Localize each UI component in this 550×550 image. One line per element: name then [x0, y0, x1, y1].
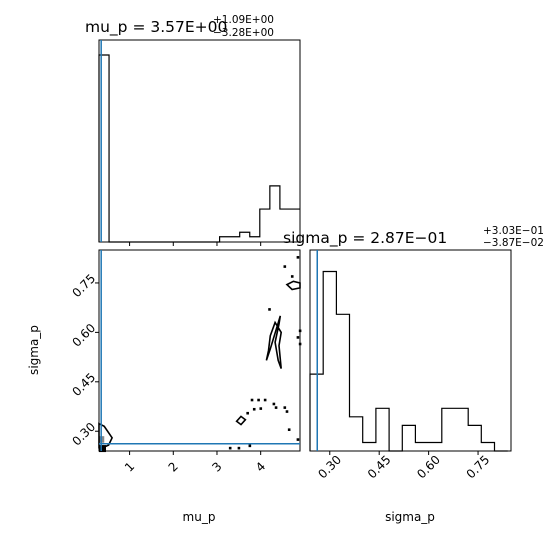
density-speck: [290, 275, 294, 278]
sigma_p-histogram-frame: [309, 249, 512, 452]
mu_p-title-value: 3.57E+00: [150, 18, 227, 36]
sigma_p-title-value: 2.87E−01: [370, 229, 447, 247]
mu_p-tick-label: 3: [209, 459, 224, 474]
density-speck: [263, 398, 267, 402]
sigma_p-tick-label: 0.60: [69, 321, 98, 350]
sigma_p-x-tick-label: 0.45: [365, 453, 394, 482]
contour-line: [265, 315, 283, 369]
contour-frame: [98, 249, 301, 452]
density-speck: [228, 446, 232, 450]
mu_p-tick-label: 1: [122, 459, 137, 474]
contour-line: [98, 422, 114, 449]
density-speck: [298, 329, 302, 333]
mu_p-title-prefix: mu_p =: [85, 18, 150, 37]
contour-marks: [98, 250, 302, 453]
mu_p-histogram-step: [98, 54, 300, 243]
density-speck: [272, 402, 276, 406]
mu_p-axis-label: mu_p: [183, 510, 216, 524]
density-speck: [296, 438, 300, 441]
mu_p-histogram-panel: mu_p = 3.57E+00 +1.09E+00 −3.28E+00: [85, 14, 301, 246]
sigma_p-histogram-ticks: 0.30 0.45 0.60 0.75: [315, 451, 492, 481]
sigma_p-title-prefix: sigma_p =: [283, 229, 370, 248]
density-speck: [287, 428, 291, 431]
density-speck: [252, 407, 256, 411]
mu_p-title-lower: −3.28E+00: [213, 27, 274, 39]
sigma_p-x-tick-label: 0.30: [315, 453, 344, 482]
mu_p-title-text: mu_p = 3.57E+00: [85, 18, 227, 37]
density-speck: [274, 406, 278, 409]
density-speck: [259, 407, 263, 410]
sigma_p-histogram-step: [309, 270, 508, 452]
sigma_p-tick-label: 0.45: [69, 370, 98, 399]
density-speck: [298, 342, 302, 346]
sigma_p-x-axis-label: sigma_p: [385, 510, 435, 524]
density-speck: [250, 398, 254, 402]
density-speck: [268, 308, 271, 311]
contour-line: [285, 280, 301, 291]
density-speck: [285, 410, 289, 413]
sigma_p-tick-label: 0.30: [69, 420, 98, 449]
mu_p-sigma_p-contour-panel: 1 2 3 4 0.30 0.45 0.60 0.75 mu_p sigma_p: [27, 249, 302, 524]
sigma_p-x-tick-label: 0.60: [414, 453, 443, 482]
sigma_p-histogram-marks: [309, 250, 508, 452]
sigma_p-title-upper: +3.03E−01: [483, 225, 544, 237]
sigma_p-title-text: sigma_p = 2.87E−01: [283, 229, 447, 248]
density-speck: [257, 398, 260, 402]
density-speck: [237, 446, 241, 450]
density-speck: [296, 336, 300, 339]
density-peak: [99, 445, 106, 453]
density-speck: [283, 265, 287, 268]
density-speck: [248, 444, 252, 448]
mu_p-histogram-frame: [98, 39, 301, 243]
mu_p-tick-label: 2: [166, 459, 181, 474]
sigma_p-axis-label: sigma_p: [27, 325, 41, 375]
mu_p-histogram-marks: [98, 40, 300, 246]
sigma_p-histogram-title: sigma_p = 2.87E−01 +3.03E−01 −3.87E−02: [283, 225, 544, 249]
density-speck: [296, 256, 300, 259]
sigma_p-title-lower: −3.87E−02: [483, 237, 544, 249]
density-speck: [283, 406, 287, 409]
mu_p-histogram-title: mu_p = 3.57E+00 +1.09E+00 −3.28E+00: [85, 14, 274, 39]
density-speck: [246, 411, 249, 415]
sigma_p-tick-label: 0.75: [69, 271, 98, 300]
contour-line: [235, 415, 247, 426]
mu_p-tick-label: 4: [253, 459, 268, 474]
sigma_p-histogram-panel: 0.30 0.45 0.60 0.75 sigma_p = 2.87E−01 +3.0…: [283, 225, 544, 524]
mu_p-title-upper: +1.09E+00: [213, 14, 274, 26]
sigma_p-x-tick-label: 0.75: [464, 453, 493, 482]
